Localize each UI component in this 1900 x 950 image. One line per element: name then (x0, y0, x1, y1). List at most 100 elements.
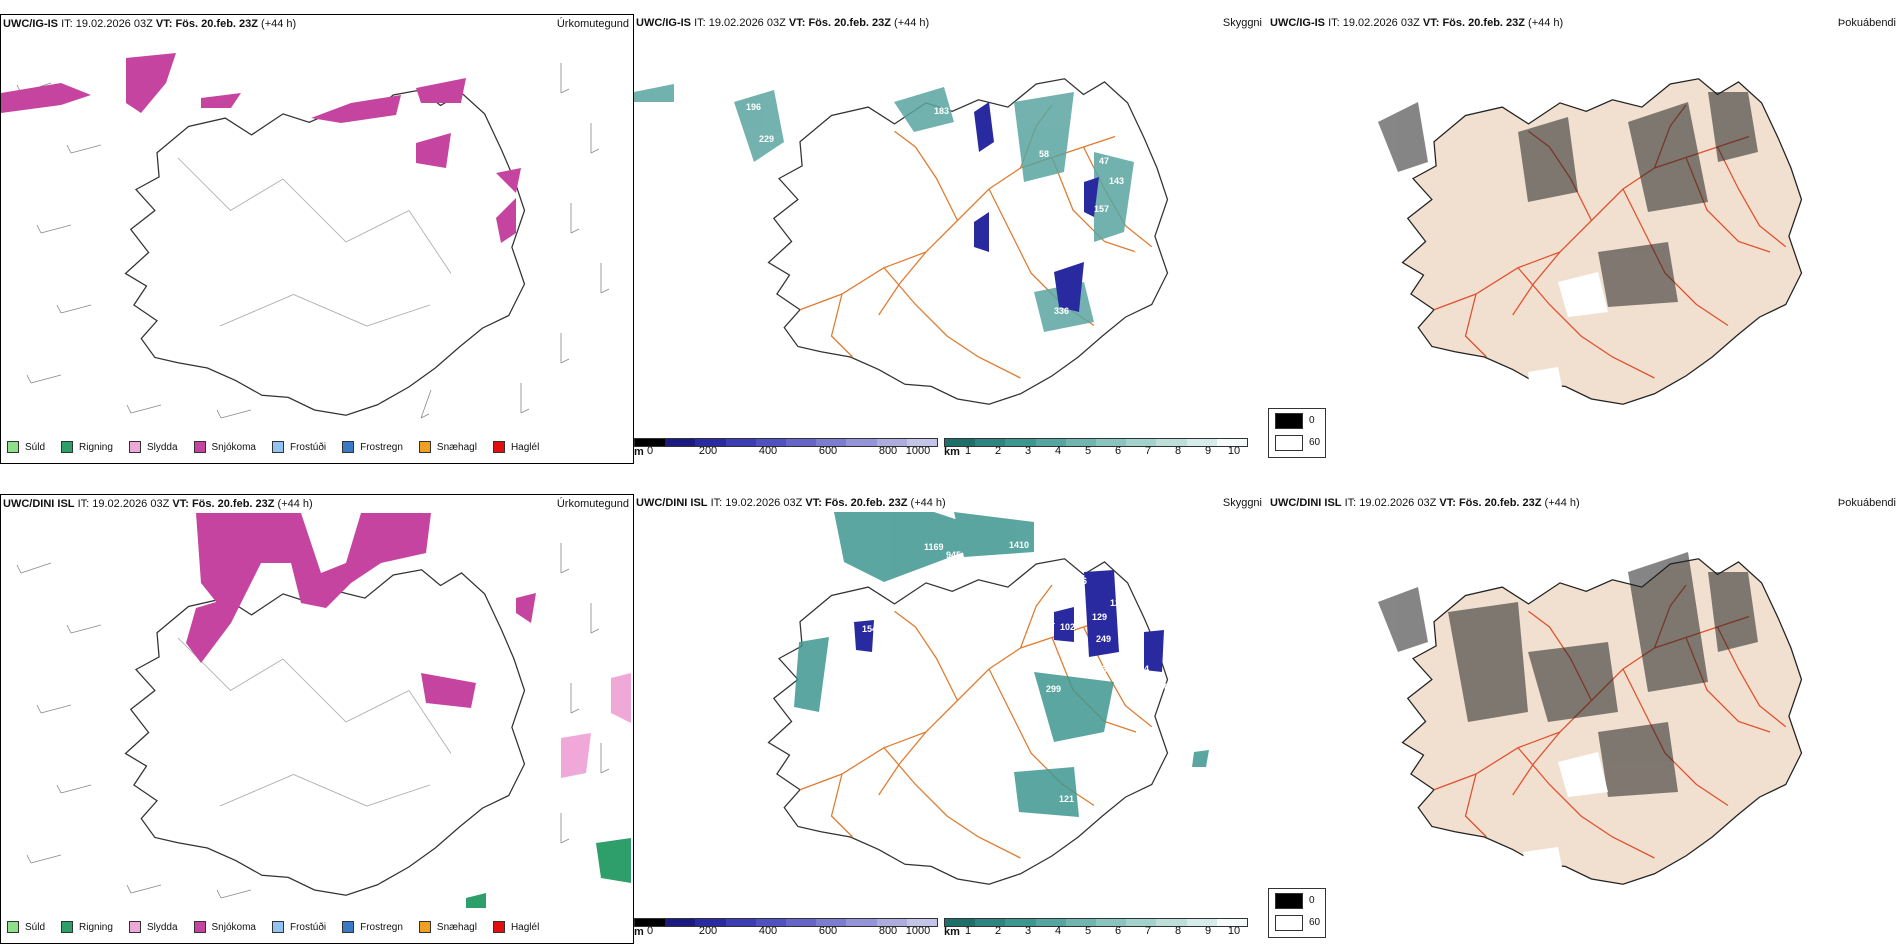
cloud-base-label: 143 (1109, 176, 1124, 186)
it-value: 19.02.2026 03Z (725, 497, 803, 509)
legend-item: Slydda (128, 441, 178, 453)
vt-label: VT: (1439, 497, 1456, 509)
vt-value: Fös. 20.feb. 23Z (175, 18, 258, 30)
it-label: IT: (1344, 497, 1357, 509)
vt-label: VT: (155, 18, 173, 30)
it-label: IT: (61, 18, 73, 30)
model-name: UWC/DINI ISL (636, 497, 708, 509)
precip-legend: Súld Rigning Slydda Snjókoma Frostúði Fr… (7, 921, 555, 933)
fog-map (1378, 552, 1803, 885)
legend-label: 60 (1309, 437, 1321, 448)
product-name: Skyggni (1222, 17, 1262, 29)
visibility-map: 1169 945 1410 146 28 127 129 102 131 249… (767, 512, 1209, 885)
rain-areas (466, 838, 631, 908)
legend-item: Frostregn (342, 921, 403, 933)
glacier-areas (1528, 272, 1608, 392)
legend-swatch (1275, 435, 1303, 451)
sleet-areas (561, 673, 631, 778)
product-name: Skyggni (1222, 497, 1262, 509)
legend-label: 0 (1309, 415, 1315, 426)
legend-item: Snjókoma (193, 441, 256, 453)
colorbar-gradient (634, 438, 938, 447)
panel-header: UWC/IG-IS IT: 19.02.2026 03Z VT: Fös. 20… (1270, 14, 1896, 32)
panel-header: UWC/IG-IS IT: 19.02.2026 03Z VT: Fös. 20… (3, 15, 629, 33)
legend-item: Frostúði (271, 441, 326, 453)
wind-barbs (16, 543, 610, 899)
cloud-base-label: 102 (1060, 622, 1075, 632)
colorbar-unit: m (634, 446, 644, 458)
visibility-colorbar: km 1 2 3 4 5 6 7 8 9 10 (944, 438, 1248, 462)
precip-type-panel-ig: UWC/IG-IS IT: 19.02.2026 03Z VT: Fös. 20… (0, 14, 634, 464)
cloud-base-label: 150 (1154, 682, 1169, 692)
it-value: 19.02.2026 03Z (1342, 17, 1420, 29)
fog-legend: 0 60 (1268, 888, 1326, 938)
vt-value: Fös. 20.feb. 23Z (1442, 17, 1525, 29)
product-name: Úrkomutegund (556, 498, 629, 510)
vt-label: VT: (788, 17, 806, 29)
cloud-base-label: 28 (1074, 599, 1084, 609)
colorbar-gradient (944, 438, 1248, 447)
it-label: IT: (1328, 17, 1340, 29)
colorbar-unit: m (634, 926, 644, 938)
cloud-base-label: 196 (746, 102, 761, 112)
cloud-base-label: 1410 (1009, 540, 1029, 550)
colorbar-gradient (944, 918, 1248, 927)
cloud-base-label: 129 (1092, 612, 1107, 622)
cloud-base-label: 229 (759, 134, 774, 144)
model-name: UWC/IG-IS (636, 17, 691, 29)
cloud-base-labels: 196 229 183 967 58 47 143 157 121 31 336… (746, 102, 1194, 316)
vt-label: VT: (172, 498, 189, 510)
colorbar-ticks: 0 200 400 600 800 1000 (646, 925, 931, 937)
lead-time: (+44 h) (894, 17, 930, 29)
cloud-base-areas (974, 102, 1099, 312)
low-visibility-areas (794, 512, 1209, 817)
snow-areas (1, 53, 521, 243)
legend-item: Súld (7, 441, 45, 453)
lead-time: (+44 h) (1544, 497, 1580, 509)
cloud-base-label: 31 (1134, 249, 1144, 259)
vt-value: Fös. 20.feb. 23Z (808, 17, 891, 29)
panel-header: UWC/DINI ISL IT: 19.02.2026 03Z VT: Fös.… (1270, 494, 1896, 512)
cloud-base-label: 274 (1134, 664, 1149, 674)
cloud-base-label: 121 (1114, 274, 1129, 284)
visibility-map: 196 229 183 967 58 47 143 157 121 31 336… (634, 78, 1194, 405)
cloud-base-label: 183 (934, 106, 949, 116)
panel-header: UWC/IG-IS IT: 19.02.2026 03Z VT: Fös. 20… (636, 14, 1262, 32)
it-value: 19.02.2026 03Z (1359, 497, 1437, 509)
cloud-base-label: 131 (1040, 616, 1055, 626)
cloud-base-label: 249 (1096, 634, 1111, 644)
fog-panel-ig: UWC/IG-IS IT: 19.02.2026 03Z VT: Fös. 20… (1268, 14, 1900, 462)
cloud-base-label: 263 (1092, 664, 1107, 674)
legend-item: Snjókoma (193, 921, 256, 933)
fog-map (1378, 78, 1803, 405)
it-label: IT: (710, 497, 723, 509)
cloud-base-areas (854, 570, 1164, 672)
legend-item: Rigning (61, 441, 113, 453)
model-name: UWC/DINI ISL (3, 498, 75, 510)
snow-areas (186, 513, 536, 708)
cloud-base-label: 967 (1079, 129, 1094, 139)
colorbar-unit: km (944, 926, 960, 938)
lead-time: (+44 h) (261, 18, 297, 30)
vt-label: VT: (1422, 17, 1440, 29)
cloud-base-label: 154 (862, 624, 877, 634)
legend-item: Snæhagl (418, 441, 477, 453)
cloud-base-label: 1169 (924, 542, 944, 552)
colorbar-unit: km (944, 446, 960, 458)
colorbar-ticks: 1 2 3 4 5 6 7 8 9 10 (964, 925, 1241, 937)
fog-areas (1378, 552, 1758, 797)
colorbar-ticks: 1 2 3 4 5 6 7 8 9 10 (964, 445, 1241, 457)
it-value: 19.02.2026 03Z (75, 18, 153, 30)
legend-label: 60 (1309, 917, 1321, 928)
precip-type-panel-dini: UWC/DINI ISL IT: 19.02.2026 03Z VT: Fös.… (0, 494, 634, 944)
precip-type-map (1, 53, 610, 419)
glacier-areas (1523, 752, 1608, 874)
legend-item: Haglél (492, 921, 539, 933)
cloud-base-labels: 1169 945 1410 146 28 127 129 102 131 249… (862, 540, 1169, 804)
vt-value: Fös. 20.feb. 23Z (824, 497, 908, 509)
legend-item: Frostúði (271, 921, 326, 933)
cloud-base-label: 47 (1184, 194, 1194, 204)
fog-panel-dini: UWC/DINI ISL IT: 19.02.2026 03Z VT: Fös.… (1268, 494, 1900, 942)
cloud-base-label: 47 (1099, 156, 1109, 166)
legend-item: Rigning (61, 921, 113, 933)
